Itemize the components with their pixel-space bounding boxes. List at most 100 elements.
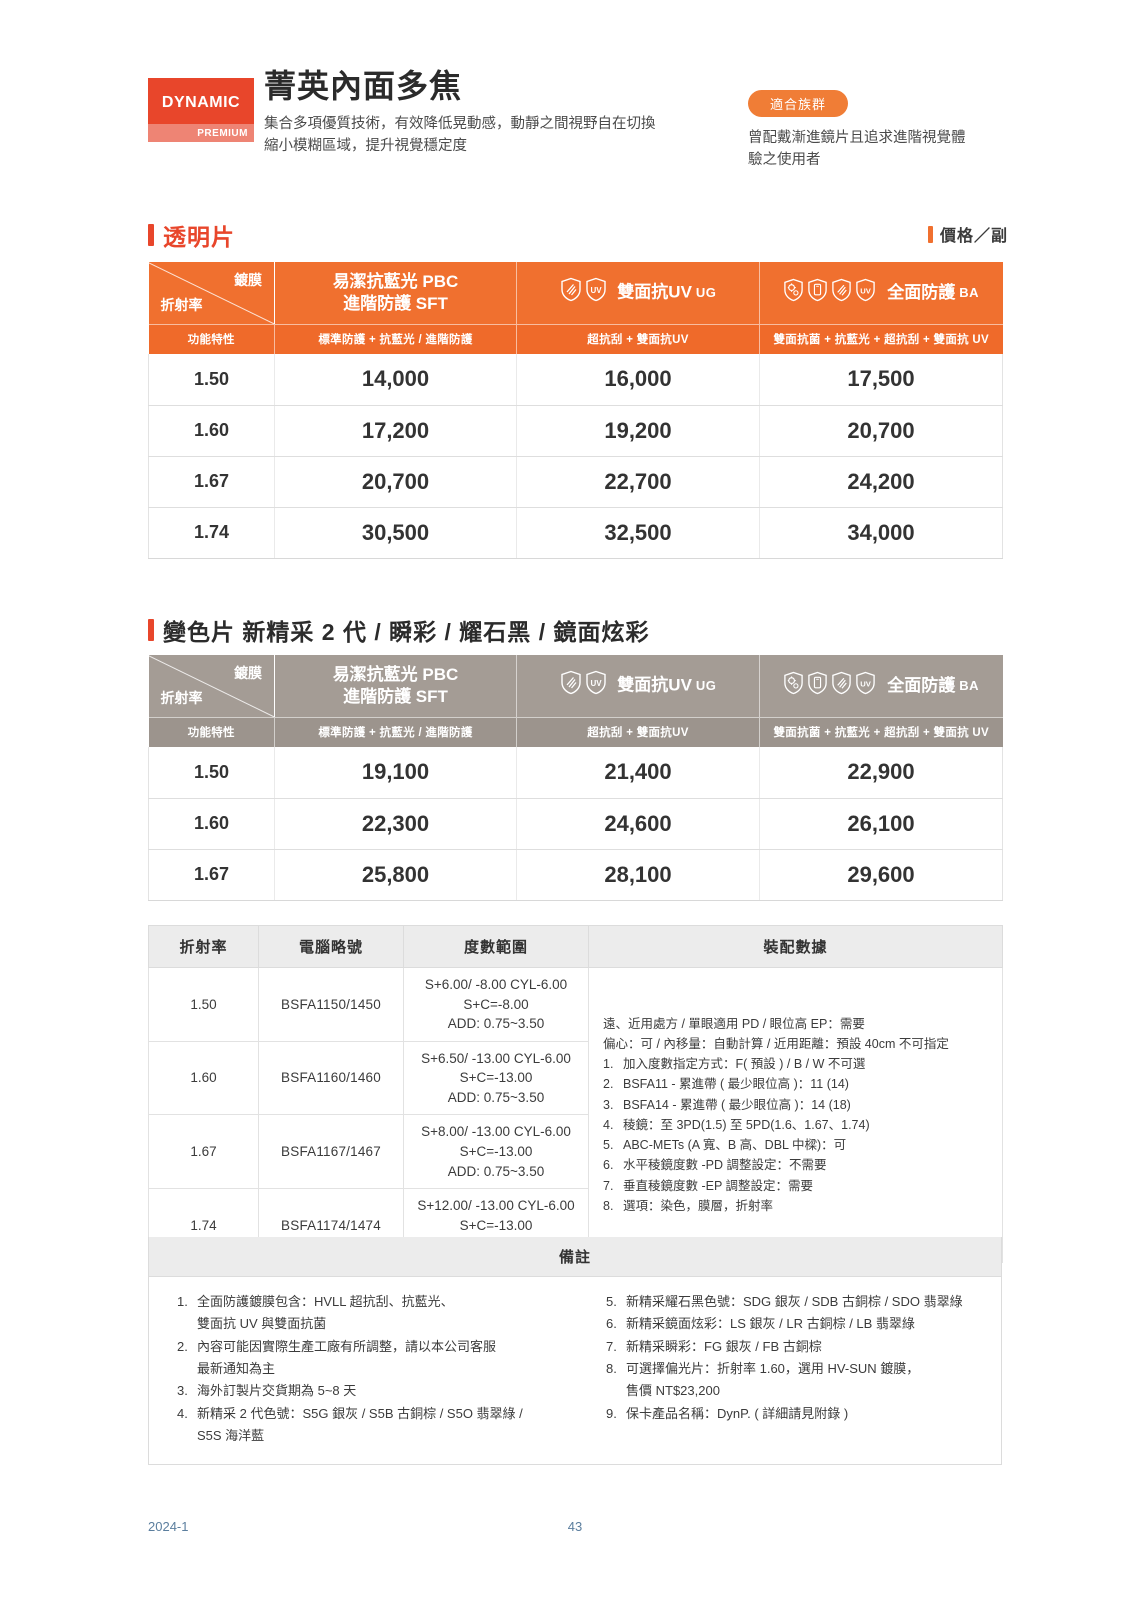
uv-shield-icon-3: UV: [585, 670, 607, 701]
price-table-clear: 鍍膜 折射率 易潔抗藍光 PBC 進階防護 SFT UV: [148, 262, 1003, 559]
fitting-item-text: BSFA11 - 累進帶 ( 最少眼位高 )：11 (14): [623, 1077, 849, 1092]
fitting-item: 6. 水平稜鏡度數 -PD 調整設定：不需要: [603, 1155, 988, 1175]
blue-light-shield-icon: [807, 278, 828, 308]
audience-description: 曾配戴漸進鏡片且追求進階視覺體 驗之使用者: [748, 127, 1018, 172]
remark-item: 9. 保卡產品名稱：DynP. ( 詳細請見附錄 ): [606, 1403, 983, 1425]
remark-text: 保卡產品名稱：DynP. ( 詳細請見附錄 ): [626, 1405, 849, 1421]
brand-tier: PREMIUM: [148, 124, 254, 142]
remark-text: 內容可能因實際生產工廠有所調整，請以本公司客服: [197, 1338, 497, 1354]
subheader-col3-2: 雙面抗菌 + 抗藍光 + 超抗刮 + 雙面抗 UV: [759, 716, 1003, 747]
section-title-2: 變色片 新精采 2 代 / 瞬彩 / 耀石黑 / 鏡面炫彩: [163, 619, 650, 645]
remark-text: 新精采 2 代色號：S5G 銀灰 / S5B 古銅棕 / S5O 翡翠綠 /: [197, 1405, 523, 1421]
price-cell: 28,100: [516, 849, 760, 901]
remark-continuation-text: 售價 NT$23,200: [626, 1383, 720, 1399]
ug-shield-group-2: UV: [560, 670, 607, 701]
spec-range: S+6.00/ -8.00 CYL-6.00 S+C=-8.00 ADD: 0.75…: [403, 967, 589, 1042]
uv-shield-icon-2: UV: [855, 278, 876, 308]
remark-number: 6.: [606, 1316, 617, 1332]
fitting-item-number: 3.: [603, 1097, 614, 1112]
spec-header-range: 度數範圍: [403, 925, 589, 968]
subheader-col1: 標準防護 + 抗藍光 / 進階防護: [274, 323, 517, 354]
fitting-item-number: 4.: [603, 1117, 614, 1132]
subheader-feature-label-2: 功能特性: [148, 716, 275, 747]
price-cell: 20,700: [759, 405, 1003, 457]
footer-page-number: 43: [567, 1519, 583, 1534]
spec-range-line: S+8.00/ -13.00 CYL-6.00: [421, 1124, 571, 1140]
spec-table-body: 1.50 BSFA1150/1450 S+6.00/ -8.00 CYL-6.00 S…: [148, 967, 1003, 1263]
section-marker-icon-2: [148, 619, 154, 641]
page-title: 菁英內面多焦: [264, 68, 463, 104]
fitting-intro-line: 遠、近用處方 / 單眼適用 PD / 眼位高 EP：需要: [603, 1016, 865, 1031]
spec-range: S+6.50/ -13.00 CYL-6.00 S+C=-13.00 ADD: 0.…: [403, 1040, 589, 1116]
price-cell: 29,600: [759, 849, 1003, 901]
subheader-col1-2: 標準防護 + 抗藍光 / 進階防護: [274, 716, 517, 747]
remark-text: 新精采鏡面炫彩：LS 銀灰 / LR 古銅棕 / LB 翡翠綠: [626, 1316, 915, 1332]
remarks-body: 1.全面防護鍍膜包含：HVLL 超抗刮、抗藍光、1.雙面抗 UV 與雙面抗菌2.…: [148, 1277, 1002, 1465]
price-cell: 34,000: [759, 507, 1003, 559]
fitting-item: 8. 選項：染色，膜層，折射率: [603, 1196, 988, 1216]
remark-number: 5.: [606, 1294, 617, 1309]
ba-code-2: BA: [959, 678, 979, 694]
spec-range-line: S+6.50/ -13.00 CYL-6.00: [421, 1050, 571, 1066]
row-index-value: 1.74: [148, 507, 275, 559]
price-cell: 17,500: [759, 354, 1003, 406]
spec-code: BSFA1167/1467: [258, 1114, 404, 1190]
corner-label-index-2: 折射率: [160, 690, 203, 707]
spec-index: 1.50: [148, 967, 259, 1042]
column-header-pbc-sft-2: 易潔抗藍光 PBC 進階防護 SFT: [274, 655, 517, 717]
ba-shield-group-2: UV: [783, 671, 876, 701]
corner-label-coating-2: 鍍膜: [234, 665, 262, 681]
price-cell: 19,100: [274, 747, 517, 799]
spec-range-line: S+C=-13.00: [459, 1217, 533, 1233]
spec-range-line: ADD: 0.75~3.50: [447, 1016, 545, 1032]
price-cell: 24,600: [516, 798, 760, 850]
audience-block: 適合族群 曾配戴漸進鏡片且追求進階視覺體 驗之使用者: [748, 90, 1018, 172]
spec-range: S+8.00/ -13.00 CYL-6.00 S+C=-13.00 ADD: 0.…: [403, 1114, 589, 1190]
remark-text: 新精采耀石黑色號：SDG 銀灰 / SDB 古銅棕 / SDO 翡翠綠: [626, 1294, 963, 1309]
remark-text: 可選擇偏光片：折射率 1.60，選用 HV-SUN 鍍膜，: [626, 1361, 920, 1377]
fitting-item-number: 7.: [603, 1178, 614, 1193]
remark-item: 4. 新精采 2 代色號：S5G 銀灰 / S5B 古銅棕 / S5O 翡翠綠 /: [177, 1403, 554, 1425]
section-marker-icon: [148, 224, 154, 246]
fitting-item: 5. ABC-METs (A 寬、B 高、DBL 中樑)：可: [603, 1135, 988, 1155]
section-title: 透明片: [163, 224, 235, 250]
spec-row: 1.60 BSFA1160/1460 S+6.50/ -13.00 CYL-6.00…: [148, 1040, 1003, 1116]
price-cell: 24,200: [759, 456, 1003, 508]
fitting-item-text: 垂直稜鏡度數 -EP 調整設定：需要: [623, 1178, 814, 1193]
remark-number: 7.: [606, 1338, 617, 1354]
price-cell: 22,900: [759, 747, 1003, 799]
row-index-value: 1.60: [148, 405, 275, 457]
product-header: DYNAMIC PREMIUM 菁英內面多焦 集合多項優質技術，有效降低晃動感，…: [148, 68, 1008, 188]
spec-range-line: S+C=-13.00: [459, 1143, 533, 1159]
remark-text: 全面防護鍍膜包含：HVLL 超抗刮、抗藍光、: [197, 1294, 454, 1309]
remark-number: 9.: [606, 1405, 617, 1421]
row-index-value: 1.67: [148, 849, 275, 901]
antibacterial-shield-icon: [783, 278, 804, 308]
price-cell: 22,700: [516, 456, 760, 508]
spec-range-line: ADD: 0.75~3.50: [447, 1163, 545, 1179]
ug-title-2: 雙面抗UV: [617, 675, 692, 695]
fitting-item-text: ABC-METs (A 寬、B 高、DBL 中樑)：可: [623, 1138, 847, 1153]
row-index-value: 1.60: [148, 798, 275, 850]
pbc-line-1: 易潔抗藍光 PBC: [332, 271, 459, 291]
price-marker-icon: [927, 225, 933, 243]
table-row: 1.50 14,000 16,000 17,500: [148, 354, 1003, 406]
pbc-line-1-b: 易潔抗藍光 PBC: [332, 664, 459, 684]
subheader-col2: 超抗刮 + 雙面抗UV: [516, 323, 760, 354]
remark-text: 新精采瞬彩：FG 銀灰 / FB 古銅棕: [626, 1338, 822, 1354]
ba-title-2: 全面防護: [887, 675, 956, 695]
spec-header-code: 電腦略號: [258, 925, 404, 968]
spec-range-line: S+12.00/ -13.00 CYL-6.00: [417, 1198, 575, 1214]
ug-code: UG: [695, 285, 717, 301]
fitting-item: 7. 垂直稜鏡度數 -EP 調整設定：需要: [603, 1176, 988, 1196]
spec-range-line: S+6.00/ -8.00 CYL-6.00: [424, 977, 568, 992]
fitting-item: 2. BSFA11 - 累進帶 ( 最少眼位高 )：11 (14): [603, 1074, 988, 1094]
price-label-text: 價格／副: [939, 228, 1008, 245]
spec-range-line: S+C=-8.00: [463, 996, 529, 1012]
pbc-line-2-b: 進階防護 SFT: [343, 686, 448, 706]
corner-label-coating: 鍍膜: [234, 272, 262, 288]
description-line-2: 縮小模糊區域，提升視覺穩定度: [264, 138, 467, 155]
ug-code-2: UG: [695, 678, 717, 694]
uv-shield-icon: UV: [585, 277, 607, 308]
spec-index: 1.67: [148, 1114, 259, 1190]
